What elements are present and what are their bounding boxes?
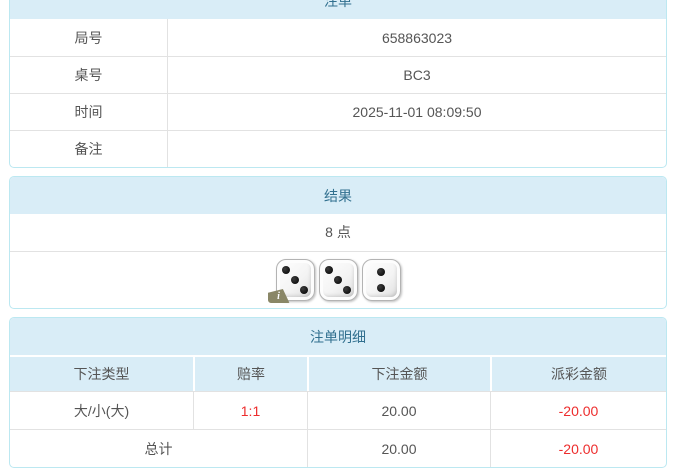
cell-odds: 1:1 [193, 391, 307, 429]
field-value-table: BC3 [168, 56, 666, 93]
field-label-time: 时间 [10, 93, 168, 130]
table-row: 大/小(大) 1:1 20.00 -20.00 [10, 391, 666, 429]
bet-info-table: 局号 658863023 桌号 BC3 时间 2025-11-01 08:09:… [10, 19, 666, 167]
die-1-value-3: i [267, 259, 315, 303]
die-2-value-3 [318, 259, 358, 301]
total-payout: -20.00 [490, 429, 666, 467]
info-badge-icon[interactable]: i [267, 289, 290, 303]
result-points: 8 点 [10, 214, 666, 252]
column-header-bet-amount: 下注金额 [307, 355, 490, 391]
field-label-round: 局号 [10, 19, 168, 56]
die-pip [377, 267, 385, 276]
cell-payout: -20.00 [490, 391, 666, 429]
die-pip [334, 276, 342, 284]
die-pip [282, 266, 291, 274]
die-pip [299, 286, 308, 294]
total-row: 总计 20.00 -20.00 [10, 429, 666, 467]
column-header-odds: 赔率 [193, 355, 307, 391]
field-value-remark [168, 130, 666, 167]
dice-result-image[interactable]: i [10, 252, 666, 308]
table-header-row: 下注类型 赔率 下注金额 派彩金额 [10, 355, 666, 391]
result-panel: 结果 8 点 i [9, 176, 667, 309]
die-3-value-2 [361, 259, 401, 301]
die-pip [325, 266, 334, 274]
field-label-table: 桌号 [10, 56, 168, 93]
total-bet-amount: 20.00 [307, 429, 490, 467]
bet-info-panel: 注单 局号 658863023 桌号 BC3 时间 2025-11-01 08:… [9, 0, 667, 168]
table-row: 时间 2025-11-01 08:09:50 [10, 93, 666, 130]
table-row: 桌号 BC3 [10, 56, 666, 93]
die-pip [291, 276, 299, 284]
field-value-time: 2025-11-01 08:09:50 [168, 93, 666, 130]
die-pip [377, 284, 385, 293]
bet-info-title: 注单 [10, 0, 666, 19]
bet-details-panel: 注单明细 下注类型 赔率 下注金额 派彩金额 大/小(大) 1:1 20.00 … [9, 317, 667, 468]
field-label-remark: 备注 [10, 130, 168, 167]
bet-details-table: 下注类型 赔率 下注金额 派彩金额 大/小(大) 1:1 20.00 -20.0… [10, 355, 666, 467]
cell-bet-amount: 20.00 [307, 391, 490, 429]
column-header-payout: 派彩金额 [490, 355, 666, 391]
column-header-bet-type: 下注类型 [10, 355, 193, 391]
bet-details-title: 注单明细 [10, 318, 666, 355]
field-value-round: 658863023 [381, 29, 453, 46]
cell-bet-type: 大/小(大) [10, 391, 193, 429]
die-pip [342, 286, 351, 294]
result-title: 结果 [10, 177, 666, 214]
table-row: 备注 [10, 130, 666, 167]
table-row: 局号 658863023 [10, 19, 666, 56]
total-label: 总计 [10, 429, 307, 467]
